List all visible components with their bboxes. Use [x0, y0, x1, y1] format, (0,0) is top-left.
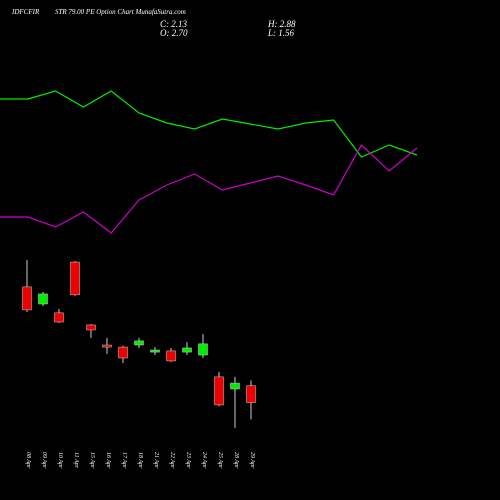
- x-tick-label: 10 Apr: [57, 452, 63, 469]
- chart-title: IDFCFIR: [11, 8, 40, 16]
- low-label: L: 1.56: [267, 28, 295, 38]
- chart-subtitle: STR 79.00 PE Option Chart MunafaSutra.co…: [55, 8, 186, 16]
- high-label: H: 2.88: [267, 19, 296, 29]
- candle-body: [102, 344, 112, 348]
- x-tick-label: 21 Apr: [153, 452, 159, 469]
- x-tick-label: 29 Apr: [249, 452, 255, 469]
- x-tick-label: 22 Apr: [169, 452, 175, 469]
- x-tick-label: 09 Apr: [41, 452, 47, 469]
- x-tick-label: 18 Apr: [137, 452, 143, 469]
- close-label: C: 2.13: [160, 19, 188, 29]
- candle-body: [70, 261, 80, 296]
- x-tick-label: 17 Apr: [121, 452, 127, 469]
- candle-body: [22, 286, 32, 311]
- x-tick-label: 08 Apr: [25, 452, 31, 469]
- candle-body: [86, 324, 96, 331]
- candle-body: [118, 346, 128, 359]
- x-tick-label: 15 Apr: [89, 452, 95, 469]
- candle-body: [166, 350, 176, 362]
- candle-body: [214, 376, 224, 406]
- candle-body: [198, 343, 208, 356]
- candle-body: [134, 340, 144, 346]
- indicator-line: [0, 90, 418, 158]
- x-tick-label: 16 Apr: [105, 452, 111, 469]
- x-tick-label: 28 Apr: [233, 452, 239, 469]
- candle-body: [182, 347, 192, 353]
- candle-body: [246, 385, 256, 403]
- x-tick-label: 25 Apr: [217, 452, 223, 469]
- open-label: O: 2.70: [160, 28, 188, 38]
- x-tick-label: 24 Apr: [201, 452, 208, 469]
- candle-body: [38, 293, 48, 305]
- candle-body: [150, 349, 160, 353]
- candle-body: [230, 382, 240, 390]
- x-tick-label: 23 Apr: [185, 452, 191, 469]
- indicator-line: [0, 144, 418, 234]
- candle-body: [54, 312, 64, 323]
- x-tick-label: 11 Apr: [73, 452, 79, 469]
